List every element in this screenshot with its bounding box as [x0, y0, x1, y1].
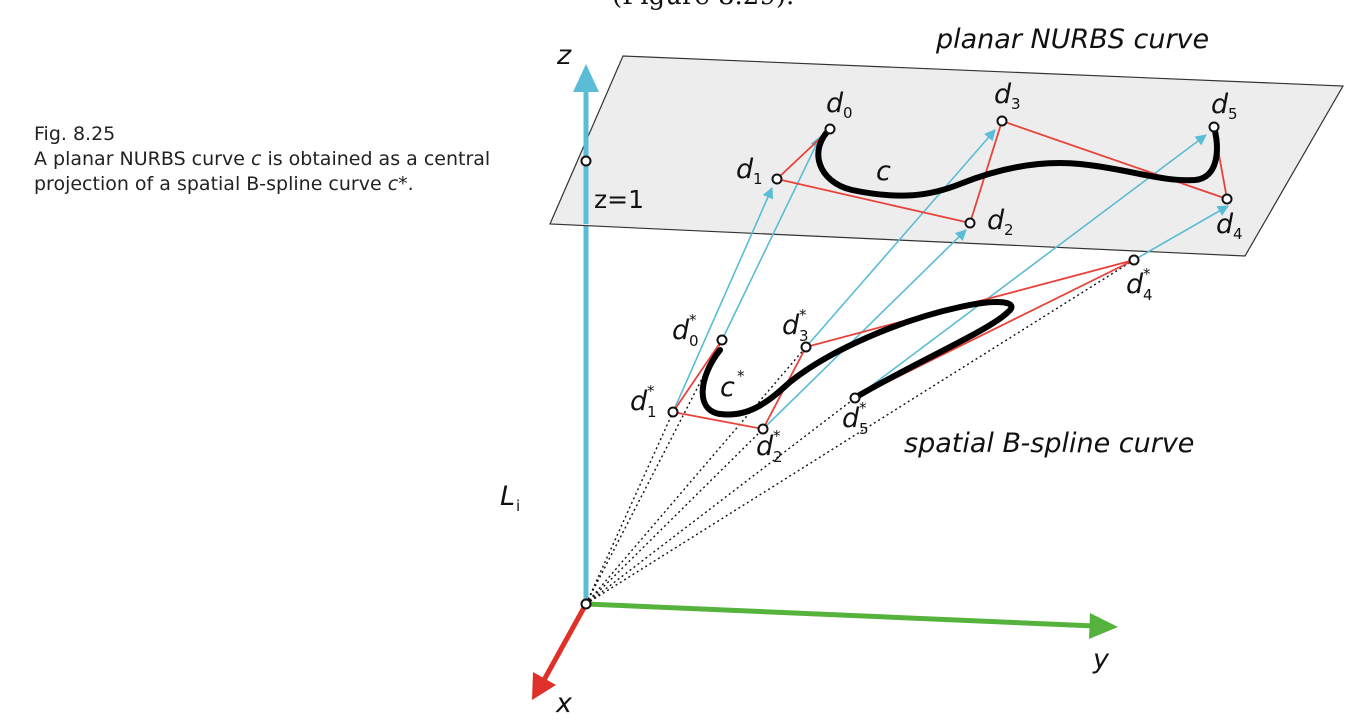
svg-text:0: 0: [689, 332, 699, 350]
curve-c-label: c: [876, 156, 891, 187]
svg-text:3: 3: [799, 327, 809, 345]
projection-plane: [549, 55, 1345, 257]
svg-text:d: d: [994, 79, 1012, 110]
svg-text:i: i: [516, 497, 520, 515]
x-axis-arrowhead: [532, 672, 556, 700]
ray-d2: [762, 229, 967, 430]
point-d5-star: [849, 392, 861, 404]
label-d3: d 3: [994, 79, 1021, 113]
svg-text:*: *: [737, 367, 745, 385]
label-d4-star: d * 4: [1126, 265, 1153, 304]
y-axis-label: y: [1092, 644, 1110, 675]
dotted-projection-lines: [585, 259, 1135, 605]
label-d2-star: d * 2: [756, 427, 783, 466]
z-axis-unit-point: [580, 155, 592, 167]
point-d1-star: [667, 406, 679, 418]
svg-text:d: d: [736, 154, 754, 185]
dotted-line-d3: [585, 346, 807, 605]
figure-number: Fig. 8.25: [34, 123, 116, 145]
dotted-line-d5: [585, 397, 856, 605]
svg-text:d: d: [1126, 269, 1144, 300]
svg-text:*: *: [773, 427, 781, 445]
label-d5-star: d * 5: [842, 399, 869, 438]
spatial-control-points: [667, 254, 1140, 435]
svg-text:*: *: [859, 399, 867, 417]
label-d4: d 4: [1216, 209, 1243, 243]
label-d3-star: d * 3: [782, 306, 809, 345]
svg-text:4: 4: [1143, 286, 1153, 304]
svg-text:5: 5: [1228, 105, 1238, 123]
svg-text:d: d: [782, 310, 800, 341]
label-d2: d 2: [987, 205, 1014, 239]
point-d5: [1208, 121, 1220, 133]
z-axis-arrowhead: [573, 64, 599, 92]
dotted-line-d2: [585, 428, 764, 605]
point-d3-star: [800, 341, 812, 353]
point-d3: [996, 115, 1008, 127]
svg-text:2: 2: [1004, 221, 1014, 239]
curve-c-star-label: c *: [720, 367, 745, 403]
y-axis: [585, 601, 1096, 629]
ray-d5: [854, 134, 1207, 399]
ray-d1: [672, 186, 774, 413]
label-d0: d 0: [826, 88, 853, 122]
y-axis-arrowhead: [1089, 613, 1118, 639]
caption-text: A planar NURBS curve c is obtained as a …: [34, 148, 491, 195]
svg-text:d: d: [1211, 89, 1229, 120]
lines-li-label: L i: [500, 481, 520, 515]
point-d2-star: [757, 423, 769, 435]
svg-text:*: *: [647, 382, 655, 400]
label-d0-star: d * 0: [672, 311, 699, 350]
svg-text:*: *: [799, 306, 807, 324]
point-d0-star: [716, 334, 728, 346]
ray-d0: [721, 135, 821, 341]
label-d1: d 1: [736, 154, 763, 188]
svg-text:d: d: [756, 431, 774, 462]
svg-text:1: 1: [647, 403, 657, 421]
point-d4: [1221, 193, 1233, 205]
spatial-bspline-curve: [699, 299, 1015, 418]
svg-text:4: 4: [1233, 225, 1243, 243]
z-axis-label: z: [556, 40, 572, 71]
label-d5: d 5: [1211, 89, 1238, 123]
planar-nurbs-curve: [815, 124, 1220, 199]
planar-control-points: [771, 115, 1233, 229]
ray-d4: [1133, 205, 1229, 261]
point-d4-star: [1128, 254, 1140, 266]
origin-point: [580, 598, 592, 610]
svg-text:d: d: [672, 315, 690, 346]
label-d1-star: d * 1: [630, 382, 657, 421]
point-d2: [964, 217, 976, 229]
svg-text:d: d: [1216, 209, 1234, 240]
svg-text:c: c: [720, 372, 735, 403]
svg-text:d: d: [842, 403, 860, 434]
svg-text:d: d: [987, 205, 1005, 236]
dotted-line-d1: [585, 411, 674, 605]
svg-text:3: 3: [1011, 95, 1021, 113]
svg-text:2: 2: [773, 448, 783, 466]
plane-equation-label: z=1: [594, 185, 644, 214]
point-d0: [824, 123, 836, 135]
x-axis: [541, 602, 589, 682]
svg-text:*: *: [689, 311, 697, 329]
svg-text:*: *: [1143, 265, 1151, 283]
point-d1: [771, 173, 783, 185]
spatial-control-polygon: [671, 259, 1135, 431]
projection-rays: [672, 129, 1229, 430]
svg-text:5: 5: [859, 420, 869, 438]
svg-text:1: 1: [753, 170, 763, 188]
x-axis-label: x: [555, 688, 573, 719]
planar-curve-title: planar NURBS curve: [935, 24, 1209, 55]
figure-caption: Fig. 8.25 A planar NURBS curve c is obta…: [34, 122, 504, 197]
svg-text:d: d: [826, 88, 844, 119]
svg-text:d: d: [630, 386, 648, 417]
svg-text:0: 0: [843, 104, 853, 122]
ray-d3: [805, 129, 996, 348]
spatial-curve-title: spatial B-spline curve: [904, 428, 1194, 459]
svg-text:L: L: [500, 481, 515, 512]
header-fragment-text: (Figure 8.29).: [612, 0, 794, 11]
